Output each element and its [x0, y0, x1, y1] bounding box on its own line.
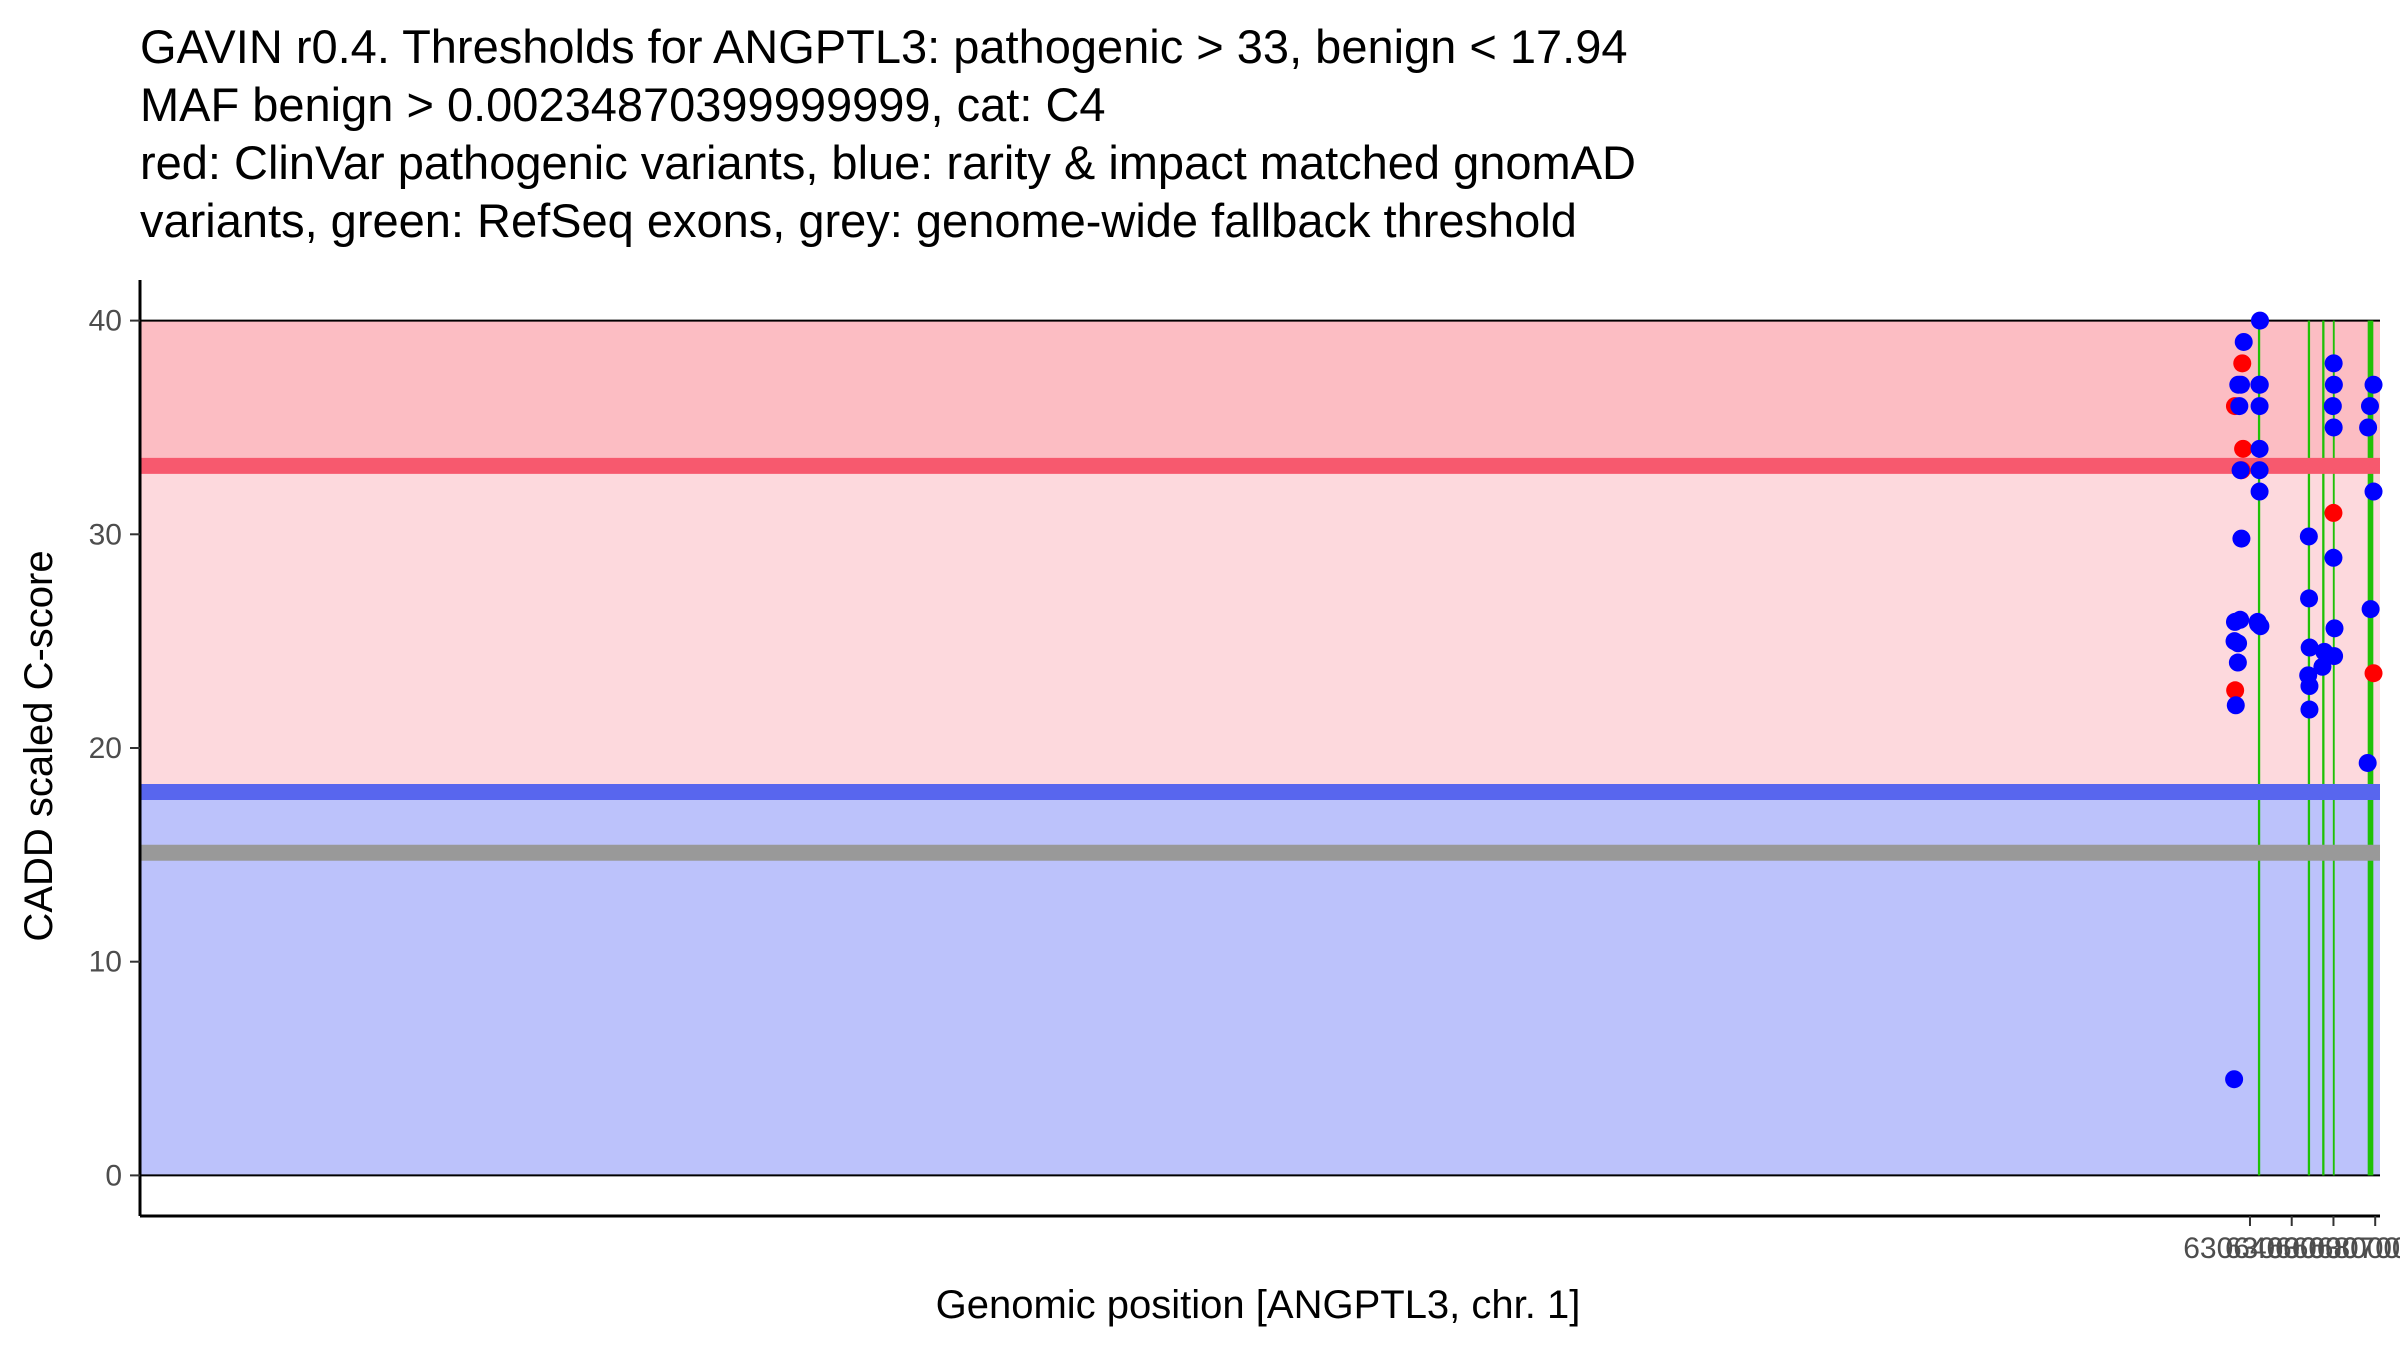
gnomad-point — [2361, 600, 2380, 619]
gnomad-point — [2300, 700, 2319, 719]
y-tick-label: 0 — [105, 1159, 122, 1192]
gnomad-point — [2231, 461, 2250, 480]
clinvar-point — [2364, 664, 2383, 683]
title-line: GAVIN r0.4. Thresholds for ANGPTL3: path… — [140, 20, 1628, 73]
gnomad-point — [2250, 482, 2269, 501]
gnomad-point — [2231, 610, 2250, 629]
gnomad-point — [2225, 1070, 2244, 1089]
y-tick-label: 40 — [89, 305, 122, 338]
threshold-lines — [140, 457, 2380, 861]
gnomad-point — [2325, 647, 2344, 666]
title-line: variants, green: RefSeq exons, grey: gen… — [140, 194, 1577, 247]
y-tick-label: 30 — [89, 518, 122, 551]
x-tick-label: 63064000 — [2183, 1232, 2316, 1265]
gnomad-point — [2313, 657, 2332, 676]
pathogenic-zone — [140, 320, 2380, 471]
gnomad-point — [2324, 375, 2343, 394]
gnomad-point — [2364, 482, 2383, 501]
exon-bar — [2367, 320, 2374, 1176]
gnomad-point — [2325, 619, 2344, 638]
gnomad-point — [2324, 418, 2343, 437]
variant-points — [2225, 311, 2383, 1089]
gnomad-point — [2251, 617, 2270, 636]
gnomad-point — [2300, 677, 2319, 696]
threshold-zones — [140, 319, 2380, 1177]
title-line: red: ClinVar pathogenic variants, blue: … — [140, 136, 1636, 189]
y-tick-label: 20 — [89, 732, 122, 765]
clinvar-point — [2324, 503, 2343, 522]
gnomad-point — [2229, 634, 2248, 653]
gnomad-point — [2358, 753, 2377, 772]
intermediate-zone — [140, 470, 2380, 793]
gnomad-point — [2250, 311, 2269, 330]
gnomad-point — [2359, 418, 2378, 437]
gnomad-point — [2232, 529, 2251, 548]
x-tick-label: 63070000 — [2308, 1232, 2400, 1265]
gnomad-point — [2232, 375, 2251, 394]
gnomad-point — [2250, 397, 2269, 416]
x-axis-title: Genomic position [ANGPTL3, chr. 1] — [936, 1283, 1581, 1327]
gnomad-point — [2234, 332, 2253, 351]
clinvar-point — [2226, 681, 2245, 700]
exon-bar — [2322, 320, 2325, 1176]
x-tick-label: 63068000 — [2267, 1232, 2400, 1265]
gnomad-point — [2300, 589, 2319, 608]
exon-bars — [2257, 320, 2374, 1176]
gnomad-point — [2250, 461, 2269, 480]
gnomad-point — [2324, 548, 2343, 567]
exon-bar — [2307, 320, 2311, 1176]
clinvar-point — [2234, 439, 2253, 458]
gnomad-point — [2230, 397, 2249, 416]
x-tick-label: 63066000 — [2225, 1232, 2358, 1265]
title-line: MAF benign > 0.00234870399999999, cat: C… — [140, 78, 1106, 131]
gnomad-point — [2228, 653, 2247, 672]
gnomad-point — [2226, 696, 2245, 715]
gnomad-point — [2323, 397, 2342, 416]
axes: 0 10 20 30 40 6306400063066000630680006307000… — [89, 280, 2400, 1265]
gnomad-point — [2324, 354, 2343, 373]
gnomad-point — [2360, 397, 2379, 416]
gnomad-point — [2300, 638, 2319, 657]
gnomad-point — [2250, 375, 2269, 394]
exon-bar — [2257, 320, 2261, 1176]
y-axis-title: CADD scaled C-score — [17, 550, 61, 941]
exon-bar — [2332, 320, 2335, 1176]
clinvar-point — [2233, 354, 2252, 373]
gnomad-point — [2299, 527, 2318, 546]
gnomad-point — [2250, 439, 2269, 458]
y-tick-label: 10 — [89, 946, 122, 979]
gnomad-point — [2364, 375, 2383, 394]
chart-title: GAVIN r0.4. Thresholds for ANGPTL3: path… — [140, 18, 2340, 250]
